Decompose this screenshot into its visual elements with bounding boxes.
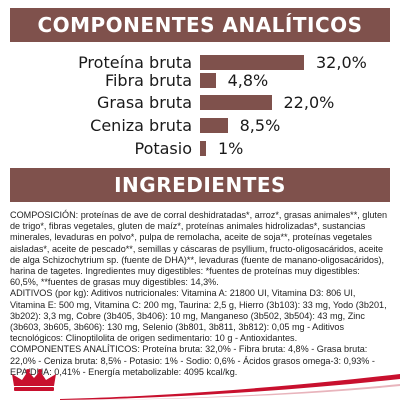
analytics-row-label: Fibra bruta <box>104 70 192 90</box>
analytics-value: 22,0% <box>283 92 335 112</box>
analytics-row-label: Proteína bruta <box>78 52 192 72</box>
analytics-bar <box>200 141 206 156</box>
analytics-bar <box>200 73 216 88</box>
analytics-row-label: Ceniza bruta <box>90 115 192 135</box>
analytics-row-protein: Proteína bruta 32,0% <box>0 50 400 74</box>
analytics-row-fiber: Fibra bruta 4,8% <box>0 68 400 92</box>
analytical-components-paragraph: COMPONENTES ANALÍTICOS: Proteína bruta: … <box>10 344 375 377</box>
ingredients-title-banner: INGREDIENTES <box>10 168 390 202</box>
analytics-value: 32,0% <box>316 52 367 72</box>
brand-swoosh-decoration <box>60 374 400 400</box>
analytics-bar <box>200 95 272 110</box>
analytics-value: 8,5% <box>239 115 281 135</box>
analytics-bar <box>200 118 228 133</box>
analytics-value: 1% <box>218 138 244 158</box>
analytics-title: COMPONENTES ANALÍTICOS <box>37 13 363 37</box>
analytics-row-label: Grasa bruta <box>97 92 192 112</box>
additives-paragraph: ADITIVOS (por kg): Aditivos nutricionale… <box>10 288 387 344</box>
analytics-row-fat: Grasa bruta 22,0% <box>0 90 400 114</box>
crown-icon <box>12 369 56 391</box>
composition-paragraph: COMPOSICIÓN: proteínas de ave de corral … <box>10 210 388 288</box>
analytics-bar <box>200 55 304 70</box>
ingredients-text: COMPOSICIÓN: proteínas de ave de corral … <box>10 210 390 378</box>
analytics-row-ash: Ceniza bruta 8,5% <box>0 113 400 137</box>
analytics-row-label: Potasio <box>134 138 192 158</box>
analytics-title-banner: COMPONENTES ANALÍTICOS <box>10 8 390 42</box>
analytics-value: 4,8% <box>227 70 269 90</box>
ingredients-title: INGREDIENTES <box>114 173 286 197</box>
analytics-row-potassium: Potasio 1% <box>0 136 400 160</box>
